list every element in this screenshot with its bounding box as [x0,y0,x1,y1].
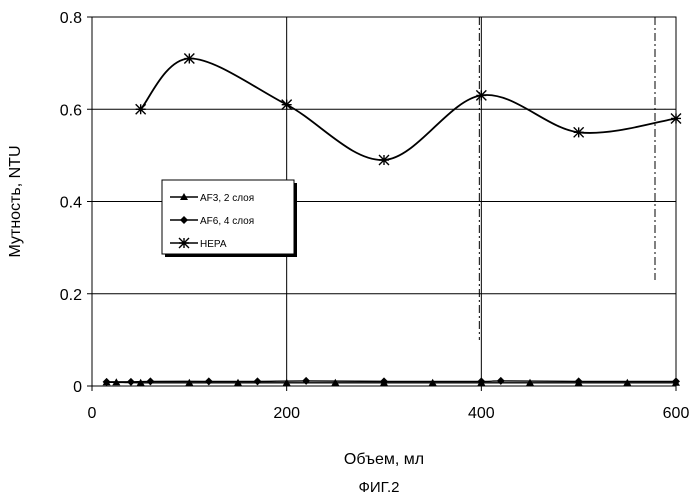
y-tick-label: 0.2 [60,287,82,304]
x-tick-label: 400 [468,405,495,422]
y-tick-label: 0 [73,379,82,396]
data-point [282,100,292,110]
y-tick-label: 0.8 [60,10,82,27]
legend-entry: HEPA [200,239,227,250]
legend-entry: AF3, 2 слоя [200,193,254,204]
axis-ticks: 0 0.2 0.4 0.6 0.8 0 200 400 600 [60,10,690,422]
data-point [205,377,213,385]
data-point [184,54,194,64]
legend-entry: AF6, 4 слоя [200,216,254,227]
y-axis-title: Мутность, NTU [7,145,24,257]
legend: AF3, 2 слоя AF6, 4 слоя HEPA [162,180,297,257]
series-line [107,381,676,382]
data-point [497,377,505,385]
data-point [671,113,681,123]
y-tick-label: 0.4 [60,195,82,212]
data-point [476,90,486,100]
data-point [379,155,389,165]
figure-caption: ФИГ.2 [359,479,400,496]
x-tick-label: 600 [663,405,690,422]
y-tick-label: 0.6 [60,102,82,119]
data-point [146,377,154,385]
data-point [253,377,261,385]
data-point [574,127,584,137]
data-point [136,104,146,114]
x-tick-label: 0 [88,405,97,422]
x-axis-title: Объем, мл [344,451,424,468]
dash-dot-reference-lines [479,17,655,340]
x-tick-label: 200 [273,405,300,422]
series-line [107,382,676,383]
data-point [302,377,310,385]
legend-swatch-marker [179,238,189,248]
data-point [127,378,135,386]
